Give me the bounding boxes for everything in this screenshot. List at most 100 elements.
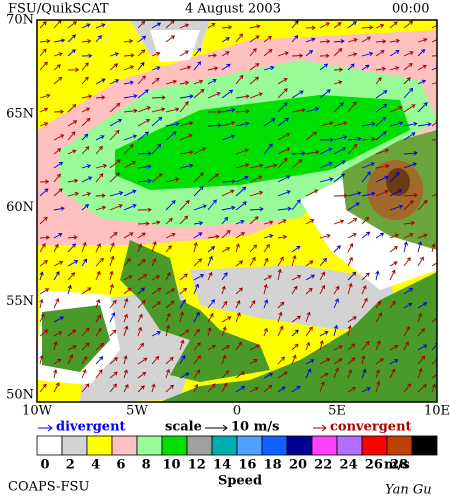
colorbar-label: 20: [289, 458, 307, 473]
wind-vector: [53, 298, 60, 309]
wind-vector: [207, 92, 221, 99]
colorbar-label: 12: [188, 458, 206, 473]
wind-vector: [361, 355, 366, 365]
wind-vector: [263, 283, 268, 295]
wind-vector: [263, 257, 269, 267]
wind-vector: [361, 121, 376, 127]
wind-vector: [333, 48, 343, 57]
wind-vector: [207, 79, 217, 85]
wind-vector: [221, 354, 227, 365]
wind-vector: [81, 107, 91, 113]
wind-vector: [123, 325, 129, 337]
wind-vector: [277, 386, 286, 393]
wind-vector: [319, 284, 326, 295]
wind-vector: [417, 64, 427, 71]
wind-vector: [249, 386, 259, 393]
wind-vector: [81, 62, 89, 71]
wind-vector: [263, 118, 276, 127]
wind-vector: [39, 235, 51, 240]
lon-label: 5E: [328, 404, 346, 419]
wind-vector: [53, 148, 62, 155]
wind-vector: [375, 300, 382, 309]
wind-vector: [235, 175, 249, 183]
wind-vector: [389, 38, 401, 44]
wind-vector: [347, 38, 358, 43]
wind-vector: [179, 150, 194, 155]
colorbar-swatch: [161, 435, 188, 456]
wind-vector: [165, 79, 178, 85]
wind-vector: [179, 101, 189, 113]
wind-vector: [81, 146, 90, 155]
wind-vector: [375, 175, 389, 183]
wind-vector: [193, 342, 201, 351]
wind-vector: [165, 131, 177, 141]
wind-vector: [277, 219, 287, 225]
wind-vector: [319, 340, 324, 351]
wind-vector: [333, 80, 343, 85]
wind-vector: [221, 37, 230, 43]
wind-vector: [39, 107, 49, 113]
wind-vector: [291, 20, 299, 29]
wind-vector: [361, 387, 371, 393]
wind-vector: [53, 161, 64, 169]
wind-vector: [123, 287, 132, 295]
wind-vector: [249, 299, 256, 309]
wind-vector: [95, 95, 106, 100]
wind-vector: [151, 287, 162, 295]
wind-vector: [403, 383, 412, 393]
wind-vector: [277, 175, 291, 183]
wind-vector: [123, 80, 134, 85]
wind-vector: [221, 216, 229, 225]
wind-vector: [403, 233, 414, 239]
wind-vector: [221, 51, 230, 57]
wind-vector: [137, 232, 146, 239]
date: 4 August 2003: [185, 2, 281, 17]
wind-vector: [53, 109, 65, 114]
wind-vector: [207, 327, 212, 337]
wind-vector: [67, 21, 77, 29]
wind-vector: [333, 22, 342, 29]
colorbar-label: 22: [314, 458, 332, 473]
wind-vector: [109, 299, 117, 309]
wind-vector: [249, 35, 260, 43]
wind-vector: [193, 61, 202, 71]
wind-vector: [109, 118, 123, 127]
wind-vector: [361, 231, 371, 239]
wind-vector: [165, 232, 176, 239]
wind-vector: [235, 148, 250, 155]
title: FSU/QuikSCAT: [8, 2, 109, 17]
wind-vector: [151, 258, 157, 267]
wind-vector: [81, 94, 93, 99]
wind-vector: [193, 88, 205, 99]
wind-vector: [319, 147, 333, 155]
wind-vector: [431, 139, 437, 141]
wind-vector: [81, 204, 90, 211]
wind-vector: [179, 200, 190, 211]
wind-vector: [361, 340, 370, 351]
wind-vector: [333, 121, 348, 127]
wind-vector: [221, 120, 236, 127]
wind-vector: [347, 316, 357, 323]
wind-vector: [431, 383, 436, 393]
colorbar-swatch: [336, 435, 363, 456]
wind-vector: [221, 189, 235, 197]
wind-vector: [403, 77, 411, 85]
wind-vector: [403, 326, 410, 337]
wind-vector: [375, 77, 382, 85]
wind-vector: [305, 106, 320, 113]
wind-vector: [123, 258, 131, 267]
wind-vector: [53, 331, 63, 337]
wind-vector: [389, 189, 403, 197]
wind-vector: [375, 148, 390, 155]
wind-vector: [39, 188, 49, 197]
wind-vector: [277, 88, 288, 99]
wind-vector: [39, 122, 49, 127]
wind-vector: [417, 355, 426, 365]
wind-vector: [123, 65, 135, 71]
wind-vector: [263, 243, 270, 253]
wind-vector: [403, 121, 418, 127]
wind-vector: [235, 312, 241, 323]
wind-vector: [277, 206, 292, 211]
wind-vector: [263, 372, 274, 379]
